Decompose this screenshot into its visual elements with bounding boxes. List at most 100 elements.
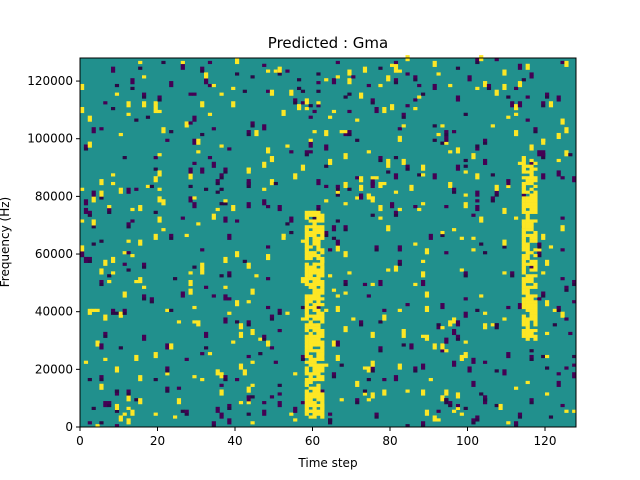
heatmap-cell (455, 320, 461, 324)
x-tick-label: 20 (150, 434, 165, 448)
heatmap-cell (533, 259, 538, 263)
heatmap-cell (316, 101, 321, 105)
heatmap-cell (320, 297, 325, 301)
heatmap-cell (165, 386, 170, 390)
heatmap-cell (521, 323, 526, 327)
heatmap-cell (316, 236, 321, 240)
heatmap-cell (483, 323, 488, 327)
heatmap-cell (502, 72, 507, 76)
heatmap-cell (130, 78, 135, 82)
heatmap-cell (227, 403, 232, 408)
heatmap-cell (103, 317, 108, 321)
heatmap-cell (564, 366, 569, 370)
heatmap-cell (289, 216, 294, 220)
heatmap-cell (312, 265, 317, 269)
heatmap-cell (320, 311, 325, 315)
x-axis-label: Time step (297, 456, 357, 470)
heatmap-cell (459, 236, 464, 240)
heatmap-cell (235, 303, 240, 307)
heatmap-cell (95, 308, 100, 312)
y-tick-label: 100000 (27, 132, 73, 146)
heatmap-cell (312, 412, 317, 416)
heatmap-cell (521, 320, 526, 324)
heatmap-cell (359, 184, 364, 189)
heatmap-cell (304, 107, 309, 111)
heatmap-cell (223, 202, 228, 206)
heatmap-cell (304, 352, 309, 356)
heatmap-cell (316, 300, 321, 304)
heatmap-cell (390, 202, 395, 206)
heatmap-cell (502, 239, 507, 243)
plot-frame (79, 57, 577, 428)
heatmap-cell (413, 242, 418, 246)
heatmap-cell (188, 282, 193, 287)
heatmap-cell (304, 101, 309, 105)
heatmap-cell (308, 334, 313, 338)
heatmap-cell (308, 320, 313, 324)
heatmap-cell (517, 66, 523, 70)
heatmap-cell (138, 398, 143, 402)
heatmap-cell (293, 406, 298, 410)
heatmap-cell (343, 228, 348, 232)
heatmap-cell (320, 291, 325, 295)
heatmap-cell (169, 81, 174, 85)
heatmap-cell (176, 320, 182, 324)
heatmap-cell (393, 81, 399, 85)
heatmap-cell (355, 380, 360, 385)
heatmap-cell (455, 150, 461, 154)
heatmap-cell (529, 268, 534, 272)
heatmap-cell (238, 331, 244, 336)
heatmap-cell (548, 104, 554, 108)
heatmap-cell (304, 401, 309, 405)
heatmap-cell (316, 398, 321, 402)
heatmap-cell (157, 196, 162, 200)
heatmap-cell (479, 242, 484, 246)
heatmap-cell (316, 181, 321, 186)
heatmap-cell (463, 274, 468, 278)
heatmap-cell (293, 409, 298, 413)
heatmap-cell (200, 265, 205, 269)
heatmap-cell (308, 210, 313, 214)
heatmap-cell (475, 190, 480, 194)
heatmap-cell (320, 225, 325, 229)
heatmap-cell (312, 337, 317, 341)
heatmap-cell (393, 78, 399, 82)
heatmap-cell (533, 282, 538, 287)
heatmap-cell (246, 323, 251, 327)
heatmap-cell (444, 349, 449, 353)
heatmap-cell (440, 343, 445, 347)
heatmap-cell (560, 60, 565, 65)
heatmap-cell (215, 406, 220, 410)
heatmap-cell (297, 78, 302, 82)
heatmap-cell (200, 271, 205, 275)
heatmap-cell (211, 83, 216, 88)
heatmap-cell (153, 233, 158, 238)
heatmap-cell (300, 279, 306, 284)
heatmap-cell (304, 346, 309, 350)
heatmap-cell (99, 343, 104, 347)
heatmap-cell (506, 95, 511, 99)
heatmap-cell (153, 354, 158, 359)
heatmap-cell (118, 346, 123, 350)
heatmap-cell (238, 326, 244, 330)
heatmap-cell (138, 377, 143, 382)
heatmap-cell (533, 317, 538, 321)
heatmap-cell (483, 138, 488, 142)
heatmap-cell (521, 242, 526, 246)
heatmap-cell (188, 92, 193, 96)
heatmap-cell (192, 305, 197, 310)
heatmap-cell (200, 170, 205, 174)
heatmap-cell (521, 297, 526, 301)
heatmap-cell (293, 372, 298, 376)
heatmap-cell (320, 403, 325, 408)
heatmap-cell (517, 83, 523, 88)
heatmap-cell (502, 242, 507, 246)
heatmap-cell (560, 225, 565, 229)
heatmap-cell (362, 282, 368, 287)
heatmap-cell (529, 311, 534, 315)
heatmap-cell (316, 377, 321, 382)
heatmap-cell (231, 340, 236, 344)
heatmap-cell (393, 66, 399, 70)
heatmap-cell (521, 262, 526, 266)
